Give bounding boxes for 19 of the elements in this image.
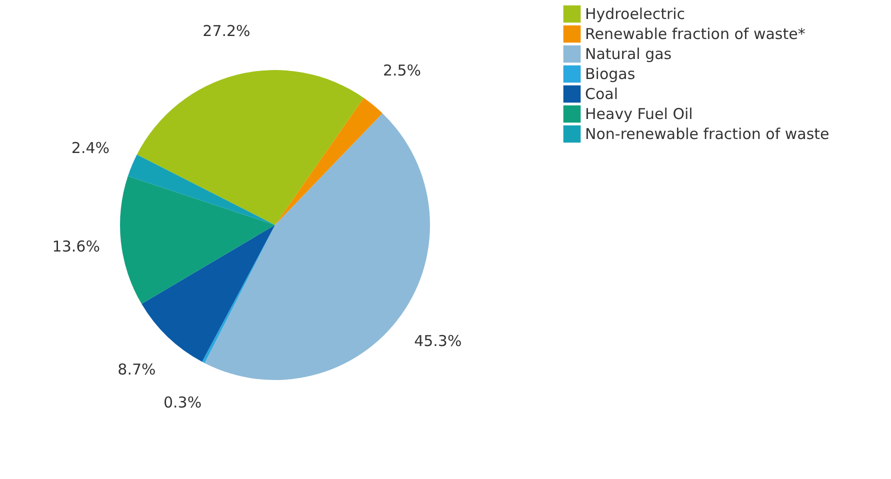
data-label: 2.5% xyxy=(382,62,422,80)
legend-label: Biogas xyxy=(585,65,636,83)
data-label: 2.4% xyxy=(71,138,110,157)
legend-label: Non-renewable fraction of waste xyxy=(585,125,830,143)
legend-label: Renewable fraction of waste* xyxy=(585,25,806,43)
pie-slice xyxy=(128,154,275,225)
pie-slice xyxy=(275,98,383,225)
data-label: 45.3% xyxy=(414,332,462,350)
data-label: 13.6% xyxy=(52,237,100,256)
legend-label: Hydroelectric xyxy=(585,5,686,23)
legend-label: Coal xyxy=(585,85,618,103)
data-label: 0.3% xyxy=(163,393,202,412)
pie-slice xyxy=(142,225,275,362)
pie-slice xyxy=(120,176,275,304)
data-label: 8.7% xyxy=(118,360,156,378)
legend-label: Natural gas xyxy=(585,45,672,63)
pie-slice xyxy=(136,70,364,225)
legend-label: Heavy Fuel Oil xyxy=(585,105,693,123)
data-label: 27.2% xyxy=(202,22,250,40)
